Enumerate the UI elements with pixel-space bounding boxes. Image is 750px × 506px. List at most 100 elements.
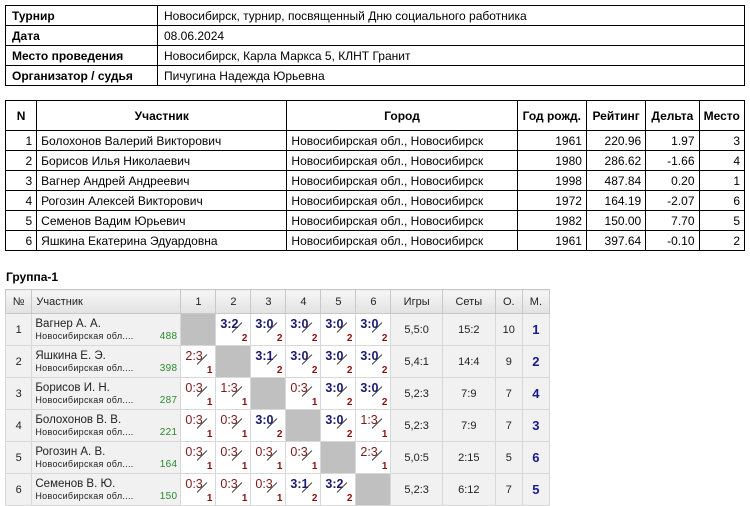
match-result[interactable]: 3:0 2 [320, 313, 357, 346]
match-result[interactable]: 0:3 1 [215, 473, 252, 506]
info-value: Новосибирск, турнир, посвященный Дню соц… [157, 5, 745, 26]
match-result[interactable]: 0:3 1 [285, 377, 322, 410]
table-cell: 487.84 [585, 170, 647, 191]
match-result[interactable]: 2:3 1 [355, 441, 392, 474]
match-result[interactable]: 3:2 2 [215, 313, 252, 346]
match-result[interactable]: 3:2 2 [320, 473, 357, 506]
match-points: 2 [346, 365, 353, 376]
column-header: М. [521, 289, 551, 314]
table-cell: 6 [4, 230, 38, 251]
info-value: Пичугина Надежда Юрьевна [157, 65, 745, 86]
group-games: 5,4:1 [390, 345, 443, 378]
match-points: 1 [241, 397, 248, 408]
match-result[interactable]: 0:3 1 [250, 441, 287, 474]
match-score: 3:2 [220, 317, 239, 331]
group-games: 5,2:3 [390, 409, 443, 442]
match-result[interactable]: 0:3 1 [285, 441, 322, 474]
match-result[interactable]: 1:3 1 [215, 377, 252, 410]
match-result[interactable]: 3:1 2 [250, 345, 287, 378]
match-result[interactable]: 3:0 2 [250, 313, 287, 346]
table-cell: 4 [698, 150, 745, 171]
match-points: 1 [276, 493, 283, 504]
match-score: 1:3 [220, 381, 238, 395]
match-result[interactable]: 0:3 1 [180, 377, 217, 410]
match-result[interactable]: 0:3 1 [215, 409, 252, 442]
match-result[interactable]: 3:0 2 [285, 345, 322, 378]
match-score: 0:3 [185, 445, 203, 459]
match-score: 3:0 [360, 317, 379, 331]
match-points: 2 [276, 429, 283, 440]
match-result[interactable]: 3:0 2 [250, 409, 287, 442]
player-region: Новосибирская обл.... [35, 394, 134, 405]
group-place: 1 [521, 313, 551, 346]
match-score: 3:1 [290, 477, 309, 491]
column-header: 1 [180, 289, 217, 314]
match-result[interactable]: 0:3 1 [180, 409, 217, 442]
player-rating: 287 [159, 394, 178, 406]
group-sets: 15:2 [441, 313, 496, 346]
table-cell: -2.07 [645, 190, 700, 211]
match-result[interactable]: 3:0 2 [355, 345, 392, 378]
table-cell: 5 [4, 210, 38, 231]
match-points: 2 [381, 365, 388, 376]
column-header: N [4, 100, 38, 131]
match-points: 1 [311, 397, 318, 408]
info-row: Дата 08.06.2024 [5, 25, 745, 46]
column-header: Участник [36, 100, 288, 131]
match-result[interactable]: 1:3 1 [355, 409, 392, 442]
match-result[interactable]: 3:0 2 [285, 313, 322, 346]
table-cell: 1972 [516, 190, 587, 211]
table-cell: 4 [4, 190, 38, 211]
player-region: Новосибирская обл.... [35, 426, 134, 437]
table-cell: Вагнер Андрей Андреевич [36, 170, 288, 191]
group-place: 2 [521, 345, 551, 378]
match-result[interactable]: 0:3 1 [180, 473, 217, 506]
player-name: Рогозин А. В. [35, 445, 106, 458]
column-header: 4 [285, 289, 322, 314]
group-pts: 9 [494, 345, 523, 378]
match-score: 3:0 [360, 381, 379, 395]
player-cell: Рогозин А. В. Новосибирская обл.... 164 [31, 441, 182, 474]
group-pts: 7 [494, 409, 523, 442]
self-cell [285, 409, 322, 442]
info-label: Турнир [5, 5, 158, 26]
player-cell: Семенов В. Ю. Новосибирская обл.... 150 [31, 473, 182, 506]
match-result[interactable]: 0:3 1 [215, 441, 252, 474]
table-cell: 3 [698, 130, 745, 151]
match-result[interactable]: 3:1 2 [285, 473, 322, 506]
table-cell: Новосибирская обл., Новосибирск [286, 150, 518, 171]
group-games: 5,2:3 [390, 377, 443, 410]
column-header: Сеты [441, 289, 496, 314]
match-result[interactable]: 3:0 2 [355, 313, 392, 346]
table-cell: 1 [4, 130, 38, 151]
group-row: 4 Болохонов В. В. Новосибирская обл.... 221… [4, 409, 551, 442]
table-cell: Борисов Илья Николаевич [36, 150, 288, 171]
group-games: 5,0:5 [390, 441, 443, 474]
table-cell: Новосибирская обл., Новосибирск [286, 230, 518, 251]
match-score: 0:3 [290, 381, 308, 395]
row-number: 3 [4, 377, 33, 410]
match-result[interactable]: 3:0 2 [320, 345, 357, 378]
match-result[interactable]: 2:3 1 [180, 345, 217, 378]
table-cell: Новосибирская обл., Новосибирск [286, 170, 518, 191]
column-header: О. [494, 289, 523, 314]
info-value: 08.06.2024 [157, 25, 745, 46]
match-result[interactable]: 3:0 2 [320, 377, 357, 410]
match-points: 1 [381, 461, 388, 472]
match-points: 1 [206, 429, 213, 440]
match-result[interactable]: 3:0 2 [355, 377, 392, 410]
match-result[interactable]: 0:3 1 [250, 473, 287, 506]
match-result[interactable]: 0:3 1 [180, 441, 217, 474]
group-sets: 6:12 [441, 473, 496, 506]
self-cell [180, 313, 217, 346]
player-region: Новосибирская обл.... [35, 490, 134, 501]
info-label: Организатор / судья [5, 65, 158, 86]
player-name: Яшкина Е. Э. [35, 349, 106, 362]
match-result[interactable]: 3:0 2 [320, 409, 357, 442]
info-label: Место проведения [5, 45, 158, 66]
table-cell: 5 [698, 210, 745, 231]
table-cell: 1961 [516, 130, 587, 151]
column-header: 2 [215, 289, 252, 314]
player-cell: Болохонов В. В. Новосибирская обл.... 221 [31, 409, 182, 442]
group-title: Группа-1 [6, 270, 59, 284]
